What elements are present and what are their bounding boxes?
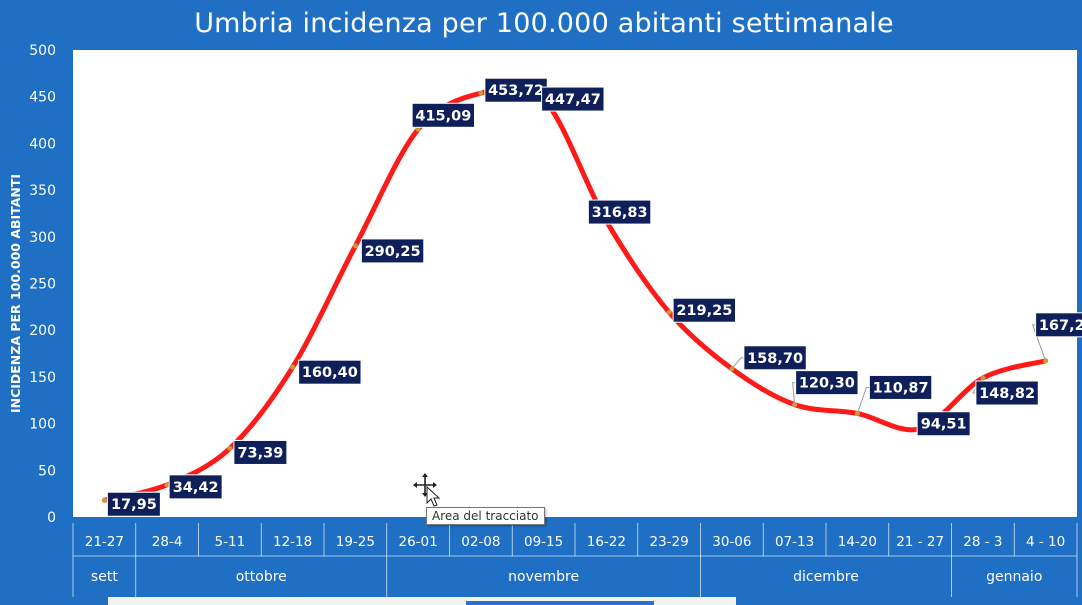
data-label-box bbox=[743, 345, 807, 371]
data-label-leader bbox=[792, 382, 796, 405]
data-label: 160,40 bbox=[302, 365, 358, 381]
data-point bbox=[164, 482, 170, 488]
x-tick-label: 02-08 bbox=[461, 534, 500, 550]
data-label-box bbox=[360, 238, 425, 264]
data-label-box bbox=[587, 199, 652, 225]
data-label-box bbox=[1035, 312, 1082, 338]
bottom-tab[interactable] bbox=[466, 601, 654, 605]
data-label: 94,51 bbox=[921, 417, 967, 433]
month-label: gennaio bbox=[986, 569, 1042, 585]
data-point bbox=[101, 497, 107, 503]
data-point bbox=[478, 90, 484, 96]
series-line bbox=[101, 84, 1049, 503]
data-label: 158,70 bbox=[747, 351, 803, 367]
data-point bbox=[415, 126, 421, 132]
chart-title: Umbria incidenza per 100.000 abitanti se… bbox=[194, 8, 894, 39]
y-tick-label: 250 bbox=[29, 277, 56, 293]
data-label: 167,22 bbox=[1039, 318, 1082, 334]
data-label-box bbox=[916, 411, 971, 437]
data-label-box bbox=[411, 102, 476, 128]
data-point bbox=[352, 243, 358, 249]
x-tick-label: 28 - 3 bbox=[963, 534, 1002, 550]
x-tick-label: 07-13 bbox=[775, 534, 814, 550]
y-tick-label: 300 bbox=[29, 230, 56, 246]
y-axis-title: INCIDENZA PER 100.000 ABITANTI bbox=[8, 174, 23, 413]
data-label-leader bbox=[1031, 324, 1047, 361]
data-label: 110,87 bbox=[873, 380, 929, 396]
x-tick-label: 16-22 bbox=[587, 534, 626, 550]
data-point bbox=[227, 445, 233, 451]
x-tick-label: 19-25 bbox=[336, 534, 375, 550]
x-tick-label: 12-18 bbox=[273, 534, 312, 550]
data-label-box bbox=[672, 297, 737, 323]
data-label: 447,47 bbox=[545, 92, 601, 108]
data-label-box bbox=[233, 439, 288, 465]
data-label-box bbox=[541, 86, 605, 112]
x-tick-label: 09-15 bbox=[524, 534, 563, 550]
x-tick-label: 30-06 bbox=[712, 534, 751, 550]
month-label: dicembre bbox=[793, 569, 859, 585]
y-tick-label: 400 bbox=[29, 136, 56, 152]
data-point bbox=[666, 309, 672, 315]
data-label-box bbox=[168, 474, 223, 500]
data-point bbox=[290, 364, 296, 370]
bottom-panel bbox=[108, 597, 736, 605]
plot-area-tooltip: Area del tracciato bbox=[426, 507, 545, 525]
data-label: 17,95 bbox=[111, 497, 157, 513]
data-label-leader bbox=[731, 357, 744, 370]
y-tick-label: 200 bbox=[29, 323, 56, 339]
data-label-box bbox=[106, 491, 161, 517]
y-tick-label: 500 bbox=[29, 43, 56, 59]
month-label: ottobre bbox=[236, 569, 287, 585]
x-tick-label: 4 - 10 bbox=[1026, 534, 1065, 550]
data-label: 316,83 bbox=[592, 205, 648, 221]
y-tick-label: 0 bbox=[47, 510, 56, 526]
data-label: 453,72 bbox=[488, 83, 544, 99]
data-label: 34,42 bbox=[173, 480, 219, 496]
y-tick-label: 150 bbox=[29, 370, 56, 386]
data-label: 73,39 bbox=[237, 445, 283, 461]
data-label: 219,25 bbox=[676, 303, 732, 319]
y-tick-label: 100 bbox=[29, 417, 56, 433]
y-tick-label: 50 bbox=[38, 463, 56, 479]
month-label: sett bbox=[91, 569, 118, 585]
data-label-box bbox=[484, 77, 548, 103]
x-tick-label: 28-4 bbox=[152, 534, 183, 550]
data-label-box bbox=[795, 370, 859, 396]
x-tick-label: 26-01 bbox=[399, 534, 438, 550]
data-label: 148,82 bbox=[979, 386, 1035, 402]
x-tick-label: 21-27 bbox=[85, 534, 124, 550]
data-label-leader bbox=[856, 386, 870, 414]
x-tick-label: 5-11 bbox=[215, 534, 246, 550]
data-label: 290,25 bbox=[365, 244, 421, 260]
data-label-box bbox=[298, 359, 362, 385]
y-tick-label: 350 bbox=[29, 183, 56, 199]
x-tick-label: 21 - 27 bbox=[896, 534, 944, 550]
data-label: 415,09 bbox=[415, 108, 471, 124]
x-tick-label: 14-20 bbox=[838, 534, 877, 550]
data-label-box bbox=[975, 380, 1039, 406]
x-tick-label: 23-29 bbox=[650, 534, 689, 550]
month-label: novembre bbox=[508, 569, 579, 585]
y-tick-label: 450 bbox=[29, 90, 56, 106]
data-label: 120,30 bbox=[799, 376, 855, 392]
move-cursor-icon bbox=[413, 473, 441, 507]
data-label-box bbox=[868, 374, 933, 400]
